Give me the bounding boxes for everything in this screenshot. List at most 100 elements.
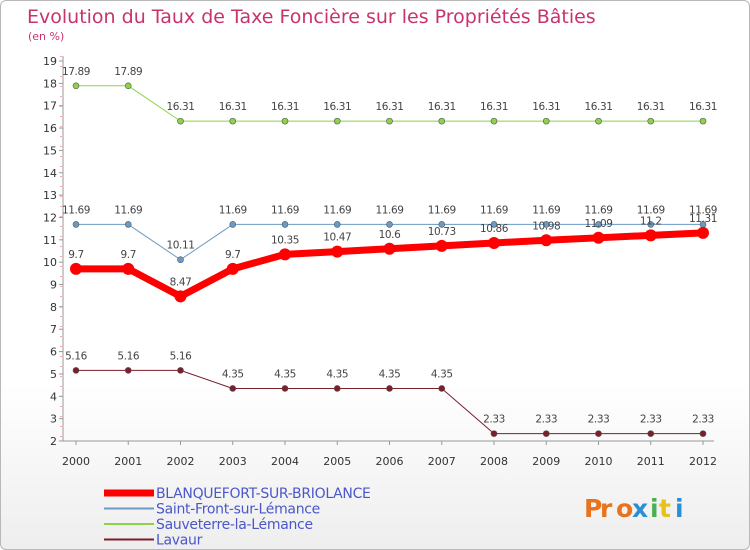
data-label: 16.31 (480, 101, 508, 113)
data-point (438, 221, 446, 228)
data-label: 11.69 (532, 204, 560, 216)
data-point (540, 234, 553, 247)
data-label: 11.69 (114, 204, 142, 216)
chart-subtitle: (en %) (28, 30, 64, 43)
logo-letter: i (675, 494, 684, 523)
data-label: 17.89 (114, 66, 142, 78)
data-point (122, 262, 135, 275)
data-point (281, 385, 289, 392)
x-tick-label: 2005 (323, 455, 351, 468)
data-label: 5.16 (65, 350, 87, 362)
y-tick-label: 5 (50, 368, 57, 381)
data-point (697, 226, 709, 239)
data-point (488, 236, 500, 249)
data-label: 11.09 (584, 218, 612, 230)
legend-label: Lavaur (156, 533, 203, 549)
x-tick-label: 2009 (532, 455, 560, 468)
y-tick-label: 13 (43, 189, 57, 202)
data-point (72, 367, 80, 374)
data-label: 16.31 (166, 101, 194, 113)
x-tick-label: 2001 (114, 455, 142, 468)
y-tick-label: 18 (43, 77, 57, 90)
x-tick-label: 2006 (376, 455, 404, 468)
data-point (699, 430, 707, 437)
data-labels: 5.16 5.16 5.16 4.35 4.35 4.35 4.35 4.35 2.33 2.33… (62, 66, 717, 426)
data-point (124, 82, 132, 90)
data-label: 10.73 (428, 226, 456, 238)
data-point (124, 221, 132, 228)
data-label: 11.69 (480, 204, 508, 216)
legend-label: BLANQUEFORT-SUR-BRIOLANCE (156, 486, 371, 502)
data-point (592, 231, 605, 244)
y-tick-label: 12 (43, 211, 57, 224)
data-label: 9.7 (68, 249, 84, 261)
data-label: 2.33 (692, 414, 714, 426)
data-label: 17.89 (62, 66, 90, 78)
data-label: 2.33 (535, 414, 557, 426)
data-label: 16.31 (689, 101, 717, 113)
data-point (647, 221, 655, 228)
y-tick-label: 14 (43, 167, 57, 180)
data-point (279, 248, 291, 261)
logo-letter: x (632, 494, 648, 523)
data-point (542, 430, 550, 437)
data-point (542, 117, 550, 125)
y-tick-label: 3 (50, 413, 57, 426)
data-label: 16.31 (375, 101, 403, 113)
data-point (174, 290, 187, 303)
data-label: 16.31 (428, 101, 456, 113)
x-tick-label: 2002 (167, 455, 195, 468)
data-point (647, 117, 655, 125)
data-label: 4.35 (379, 368, 401, 380)
x-tick-label: 2004 (271, 455, 299, 468)
y-tick-label: 10 (43, 256, 57, 269)
data-point (386, 221, 393, 228)
data-label: 11.69 (584, 204, 612, 216)
data-label: 11.69 (428, 204, 456, 216)
y-tick-label: 6 (50, 346, 57, 359)
data-label: 8.47 (170, 276, 192, 288)
data-point (70, 262, 82, 275)
data-point (386, 117, 393, 125)
data-point (281, 221, 289, 228)
y-tick-label: 8 (50, 301, 57, 314)
data-point (386, 385, 393, 392)
data-point (490, 117, 498, 125)
data-label: 11.69 (323, 204, 351, 216)
data-label: 2.33 (588, 414, 610, 426)
data-label: 9.7 (121, 249, 137, 261)
data-point (542, 221, 550, 228)
data-label: 10.98 (532, 220, 560, 232)
data-label: 10.6 (379, 229, 401, 241)
y-tick-label: 9 (50, 279, 57, 292)
y-tick-label: 4 (50, 390, 57, 403)
x-tick-label: 2012 (689, 455, 717, 468)
logo-letter: t (659, 494, 671, 523)
data-point (699, 117, 707, 125)
data-point (229, 117, 237, 125)
data-point (644, 229, 657, 242)
data-label: 10.11 (166, 240, 194, 252)
data-label: 16.31 (532, 101, 560, 113)
x-tick-label: 2011 (637, 455, 665, 468)
data-point (331, 245, 344, 258)
data-label: 16.31 (637, 101, 665, 113)
logo-letter: P (584, 494, 602, 523)
data-point (595, 117, 602, 125)
axes: 2 3 4 5 6 7 8 9 10 11 12 13 14 15 16 17 18 19 2000 2001 2002… (43, 55, 717, 468)
data-label: 10.86 (480, 223, 509, 235)
data-point (177, 367, 184, 374)
data-point (595, 430, 602, 437)
x-tick-label: 2010 (585, 455, 613, 468)
y-tick-label: 17 (43, 100, 57, 113)
data-point (72, 82, 80, 90)
chart-title: Evolution du Taux de Taxe Foncière sur l… (27, 6, 596, 28)
data-point (226, 262, 239, 275)
y-tick-label: 15 (43, 144, 57, 157)
y-tick-label: 19 (43, 55, 57, 68)
data-point (490, 221, 498, 228)
data-label: 11.69 (219, 204, 247, 216)
data-point (435, 239, 448, 252)
legend: BLANQUEFORT-SUR-BRIOLANCESaint-Front-sur… (104, 486, 371, 549)
